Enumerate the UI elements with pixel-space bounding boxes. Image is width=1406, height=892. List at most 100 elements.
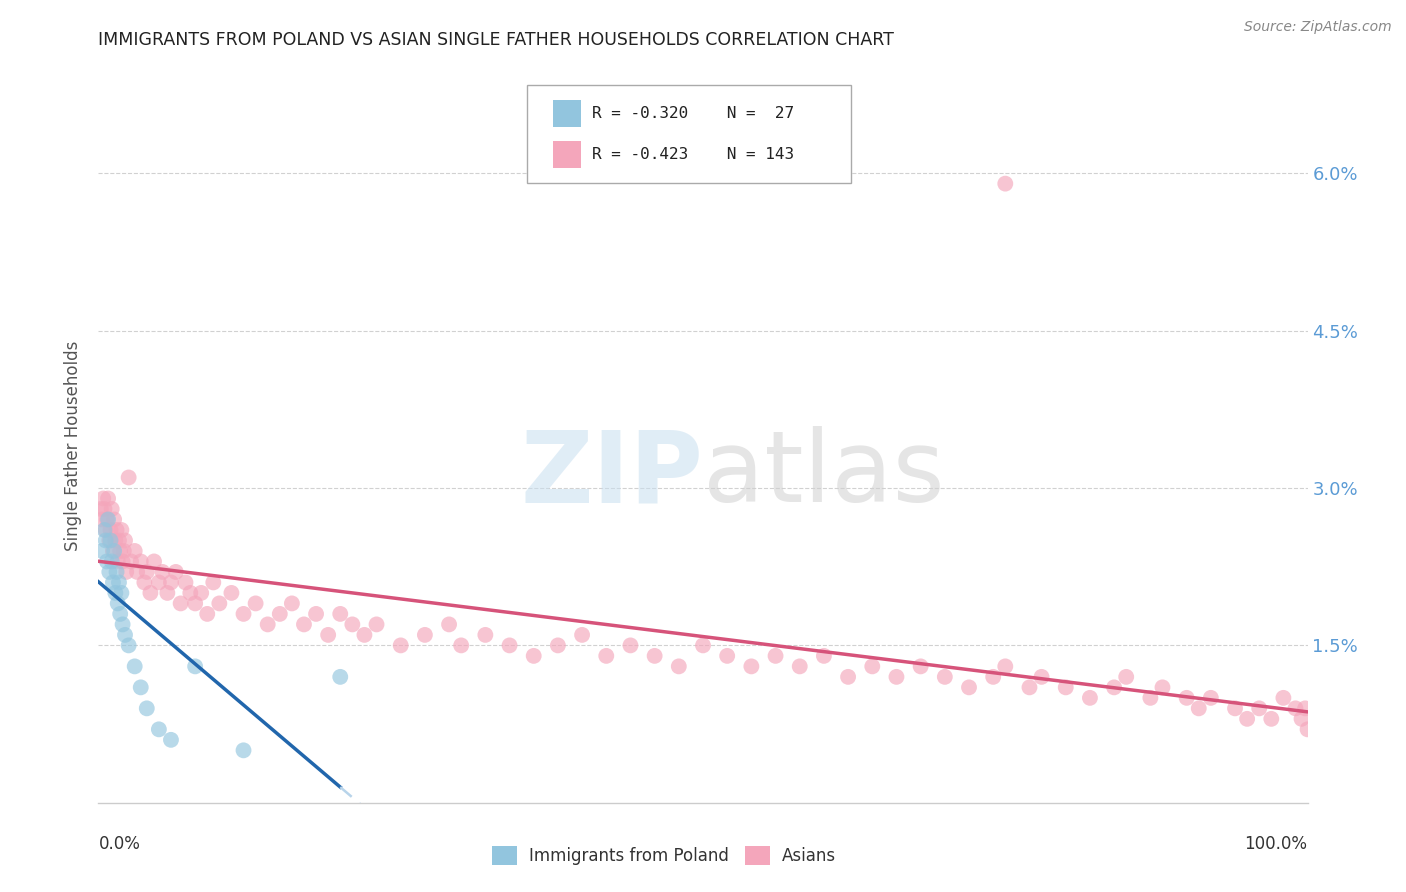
Point [103, 512, 125, 526]
Point [208, 596, 231, 610]
Point [108, 575, 131, 590]
Point [93, 502, 115, 516]
Point [115, 565, 138, 579]
Point [90, 502, 112, 516]
Point [269, 607, 291, 621]
Point [107, 554, 129, 568]
Point [184, 659, 207, 673]
Point [934, 670, 956, 684]
Point [100, 554, 122, 568]
Point [1236, 712, 1258, 726]
Point [94, 533, 117, 548]
Point [101, 544, 124, 558]
Point [813, 648, 835, 663]
Point [1188, 701, 1211, 715]
Point [1102, 681, 1125, 695]
Point [108, 533, 131, 548]
Point [413, 628, 436, 642]
Point [134, 575, 156, 590]
Point [668, 659, 690, 673]
Point [329, 607, 352, 621]
Point [98, 533, 121, 548]
Point [366, 617, 388, 632]
Point [100, 533, 122, 548]
Point [100, 523, 122, 537]
Point [523, 648, 546, 663]
Point [692, 639, 714, 653]
Point [256, 617, 278, 632]
Point [100, 502, 122, 516]
Point [789, 659, 811, 673]
Point [190, 586, 212, 600]
Point [316, 628, 339, 642]
Point [329, 670, 352, 684]
Point [108, 544, 131, 558]
Point [97, 491, 120, 506]
Point [305, 607, 328, 621]
Point [179, 586, 201, 600]
Point [169, 596, 191, 610]
Point [91, 544, 114, 558]
Point [101, 575, 124, 590]
Text: atlas: atlas [703, 426, 945, 523]
Point [994, 659, 1017, 673]
Point [619, 639, 641, 653]
Point [174, 575, 197, 590]
Point [104, 586, 127, 600]
Text: R = -0.320    N =  27: R = -0.320 N = 27 [592, 106, 794, 120]
Point [342, 617, 364, 632]
Point [860, 659, 883, 673]
Point [886, 670, 908, 684]
Point [91, 491, 114, 506]
Point [232, 607, 254, 621]
Text: 100.0%: 100.0% [1244, 835, 1308, 853]
Point [104, 533, 127, 548]
Point [135, 565, 157, 579]
Point [1078, 690, 1101, 705]
Text: Immigrants from Poland: Immigrants from Poland [529, 847, 728, 864]
Point [129, 554, 152, 568]
Point [129, 681, 152, 695]
Point [105, 523, 128, 537]
Point [1054, 681, 1077, 695]
Point [94, 523, 117, 537]
Point [1139, 690, 1161, 705]
Point [165, 565, 187, 579]
Point [139, 586, 162, 600]
Point [112, 544, 135, 558]
Point [571, 628, 593, 642]
Point [910, 659, 932, 673]
Point [108, 607, 131, 621]
Point [97, 512, 120, 526]
Point [202, 575, 225, 590]
Point [1115, 670, 1137, 684]
Text: Source: ZipAtlas.com: Source: ZipAtlas.com [1244, 20, 1392, 34]
Point [96, 554, 118, 568]
Point [1152, 681, 1174, 695]
Point [103, 544, 125, 558]
Point [152, 565, 174, 579]
Point [450, 639, 472, 653]
Point [1296, 723, 1319, 737]
Point [184, 596, 207, 610]
Point [994, 177, 1017, 191]
Point [111, 617, 134, 632]
Text: Asians: Asians [782, 847, 835, 864]
Point [1294, 701, 1316, 715]
Text: 0.0%: 0.0% [98, 835, 141, 853]
Point [232, 743, 254, 757]
Point [105, 565, 128, 579]
Point [91, 512, 114, 526]
Point [595, 648, 617, 663]
Point [110, 586, 132, 600]
Point [1260, 712, 1282, 726]
Point [221, 586, 243, 600]
Point [547, 639, 569, 653]
Point [156, 586, 179, 600]
Point [124, 659, 146, 673]
Point [160, 732, 183, 747]
Point [837, 670, 859, 684]
Point [111, 554, 134, 568]
Point [292, 617, 315, 632]
Point [716, 648, 738, 663]
